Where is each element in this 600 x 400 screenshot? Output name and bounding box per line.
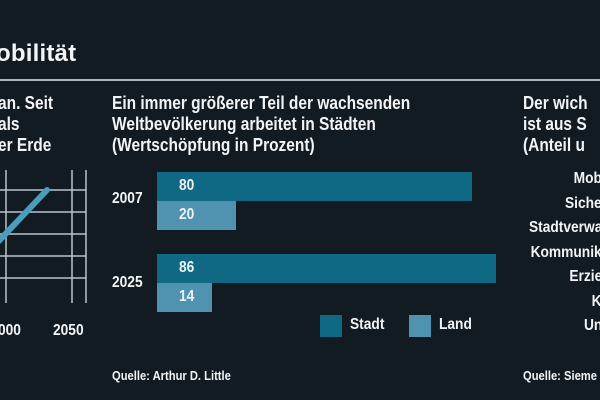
right-category-label: Kommunik <box>530 243 600 261</box>
left-heading-line-1: an. Seit <box>0 93 54 113</box>
legend-label-stadt: Stadt <box>350 316 385 333</box>
data-line <box>0 187 50 245</box>
legend-swatch-land <box>409 315 431 337</box>
right-category-label: K <box>592 293 600 311</box>
legend-swatch-stadt <box>320 315 342 337</box>
right-heading-line-3: (Anteil u <box>523 135 585 155</box>
right-source: Quelle: Sieme <box>523 368 597 383</box>
right-category-label: Siche <box>565 194 600 212</box>
left-heading-line-3: er Erde <box>0 135 52 155</box>
right-heading-line-1: Der wich <box>523 93 588 113</box>
year-label-2025: 2025 <box>112 274 143 291</box>
center-heading-line-3: (Wertschöpfung in Prozent) <box>112 135 315 155</box>
center-source: Quelle: Arthur D. Little <box>112 368 231 383</box>
right-category-label: Un <box>583 317 600 334</box>
x-tick-2000: 000 <box>0 322 21 339</box>
bar-value-label: 86 <box>179 259 195 276</box>
year-label-2007: 2007 <box>112 190 143 207</box>
bar-value-label: 14 <box>179 288 195 305</box>
bar-land-2007: 20 <box>157 201 236 230</box>
page-title: obilität <box>0 40 77 67</box>
right-heading-line-2: ist aus S <box>523 114 587 134</box>
bar-stadt-2025: 86 <box>157 254 496 283</box>
center-heading-line-2: Weltbevölkerung arbeitet in Städten <box>112 114 376 134</box>
bar-stadt-2007: 80 <box>157 172 472 201</box>
right-category-label: Erzie <box>569 268 600 285</box>
left-line-chart <box>0 170 87 303</box>
right-category-list: Mob Siche Stadtverwa Kommunik Erzie K Un <box>500 170 600 350</box>
right-category-label: Stadtverwa <box>528 219 600 236</box>
bar-value-label: 80 <box>179 177 195 194</box>
left-heading-line-2: als <box>0 114 20 134</box>
bar-land-2025: 14 <box>157 283 212 312</box>
x-tick-2050: 2050 <box>53 322 84 339</box>
right-category-label: Mob <box>573 170 600 187</box>
center-heading-line-1: Ein immer größerer Teil der wachsenden <box>112 93 411 113</box>
bar-value-label: 20 <box>179 206 195 223</box>
header-divider <box>0 79 600 81</box>
legend-label-land: Land <box>439 316 472 333</box>
